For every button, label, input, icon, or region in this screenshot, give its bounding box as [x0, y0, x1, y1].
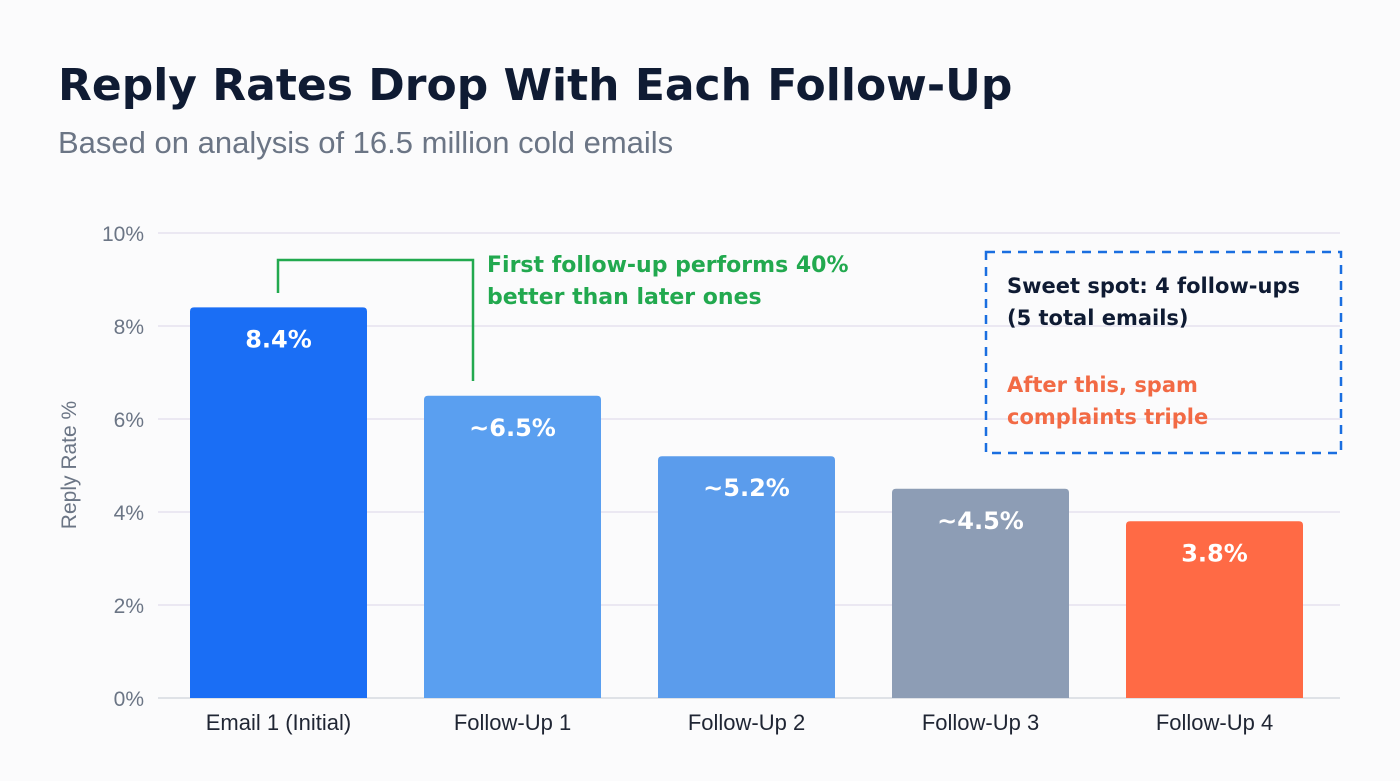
bar: [658, 456, 835, 698]
bars: [190, 307, 1303, 698]
x-tick-label: Follow-Up 2: [688, 710, 805, 735]
y-axis-label: Reply Rate %: [58, 401, 81, 529]
y-tick-label: 4%: [114, 502, 144, 525]
bar: [190, 307, 367, 698]
y-tick-label: 10%: [102, 223, 144, 246]
bar: [424, 395, 601, 698]
x-tick-label: Email 1 (Initial): [206, 710, 351, 735]
bar-value-label: ~6.5%: [469, 414, 556, 442]
callout-line-4: complaints triple: [1007, 405, 1208, 429]
data-labels: 8.4% ~6.5% ~5.2% ~4.5% 3.8%: [245, 325, 1248, 567]
y-tick-label: 8%: [114, 316, 144, 339]
x-tick-label: Follow-Up 1: [454, 710, 571, 735]
bar: [892, 488, 1069, 698]
x-tick-label: Follow-Up 4: [1156, 710, 1273, 735]
bar-value-label: ~4.5%: [937, 507, 1024, 535]
x-tick-label: Follow-Up 3: [922, 710, 1039, 735]
bar-value-label: ~5.2%: [703, 474, 790, 502]
callout-line-2: (5 total emails): [1007, 306, 1189, 330]
callout-line-1: Sweet spot: 4 follow-ups: [1007, 274, 1300, 298]
x-axis-ticks: Email 1 (Initial) Follow-Up 1 Follow-Up 2 F…: [206, 710, 1273, 735]
y-tick-label: 2%: [114, 595, 144, 618]
bar: [1126, 521, 1303, 698]
bar-value-label: 3.8%: [1181, 539, 1248, 567]
callout-line-3: After this, spam: [1007, 373, 1198, 397]
callout-box: [984, 250, 1343, 455]
bar-value-label: 8.4%: [245, 325, 312, 353]
chart-subtitle: Based on analysis of 16.5 million cold e…: [58, 125, 673, 160]
chart-title: Reply Rates Drop With Each Follow-Up: [58, 60, 1012, 111]
y-tick-label: 0%: [114, 688, 144, 711]
y-tick-label: 6%: [114, 409, 144, 432]
bracket-annotation-line-1: First follow-up performs 40%: [487, 253, 849, 278]
comparison-bracket: [276, 258, 475, 381]
bracket-annotation-line-2: better than later ones: [487, 285, 762, 310]
